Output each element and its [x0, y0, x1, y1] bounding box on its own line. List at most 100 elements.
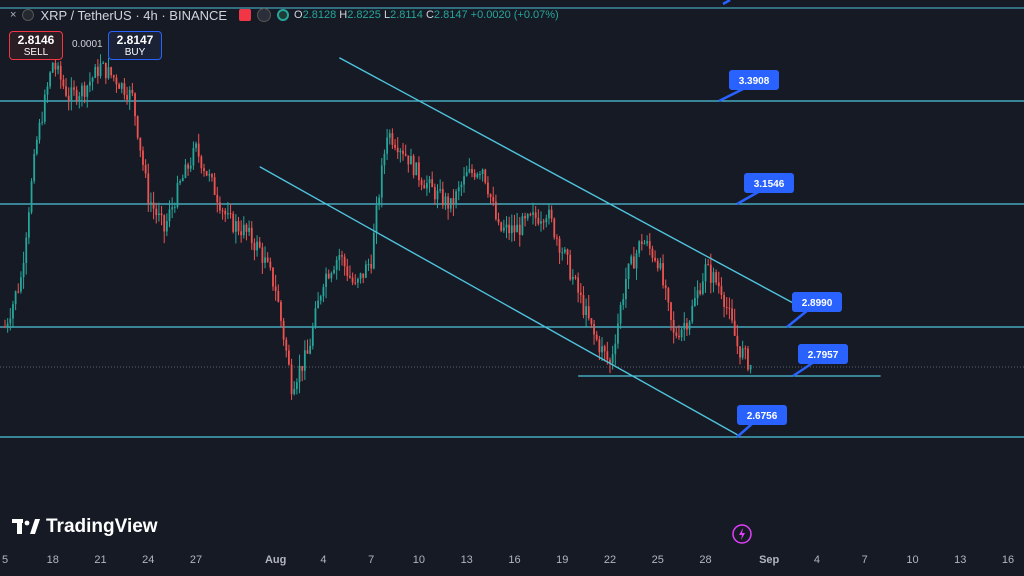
candle	[248, 220, 251, 236]
candle	[89, 72, 91, 93]
candle	[192, 141, 195, 170]
candle	[701, 273, 704, 296]
candle	[224, 208, 227, 222]
x-tick-label: 10	[906, 554, 918, 566]
candle	[460, 181, 463, 197]
candle	[208, 169, 211, 182]
brand-name: TradingView	[46, 516, 158, 537]
candle	[654, 250, 656, 263]
candle	[577, 272, 580, 303]
candle	[619, 301, 622, 329]
chart-header: × XRP / TetherUS · 4h · BINANCE	[10, 6, 290, 24]
candle	[388, 129, 391, 145]
x-tick-label: 5	[2, 554, 8, 566]
level-tag-label: 3.1546	[754, 179, 785, 190]
candle	[309, 338, 312, 355]
candle	[556, 234, 558, 246]
candle	[463, 167, 465, 193]
candle	[43, 89, 46, 125]
candle	[696, 280, 699, 306]
candle	[529, 212, 532, 217]
candle	[473, 169, 476, 180]
x-axis: 5 18 21 24 27 Aug 4 7 10 13 16 19 22 25 28 Sep 4 7 10 13 16	[2, 554, 1014, 566]
low-label: L	[383, 9, 391, 21]
candle	[367, 258, 370, 272]
candle	[65, 78, 67, 98]
candle	[492, 186, 495, 207]
open-value: 2.8128	[302, 9, 337, 21]
x-tick-label: 25	[652, 554, 664, 566]
candle	[412, 153, 415, 179]
candle	[609, 357, 611, 374]
level-tag[interactable]: 3.1546	[736, 173, 794, 206]
candle	[51, 61, 54, 74]
candle	[59, 61, 62, 89]
candle	[83, 81, 86, 104]
candle	[537, 209, 540, 226]
candle	[38, 118, 41, 144]
candle	[686, 318, 688, 336]
level-tag[interactable]: 2.8990	[786, 292, 842, 328]
candle	[362, 273, 365, 284]
candle	[375, 196, 378, 245]
x-tick-label: 4	[814, 554, 820, 566]
candle	[314, 301, 317, 329]
level-tag[interactable]: 2.6756	[736, 405, 787, 438]
candle	[590, 318, 593, 329]
candle	[237, 216, 240, 236]
candle	[229, 203, 232, 219]
candle	[327, 269, 330, 280]
candle	[648, 233, 651, 256]
level-tag[interactable]: 3.3908	[718, 70, 779, 103]
candle	[670, 301, 672, 331]
candle	[739, 346, 741, 365]
candle	[614, 334, 617, 366]
trendline[interactable]	[259, 166, 738, 436]
candle	[203, 163, 205, 177]
candle	[534, 205, 537, 227]
candle	[394, 139, 396, 151]
candle	[449, 198, 452, 213]
candle	[733, 308, 736, 337]
candle	[418, 156, 420, 187]
candle	[216, 186, 219, 213]
lightning-icon[interactable]	[731, 523, 753, 545]
collapse-icon[interactable]: ×	[10, 9, 17, 21]
symbol-title[interactable]: XRP / TetherUS · 4h · BINANCE	[40, 7, 228, 23]
candle	[444, 192, 447, 210]
trendline[interactable]	[339, 57, 802, 308]
candle	[94, 63, 97, 79]
sell-button[interactable]: 2.8146 SELL	[9, 31, 63, 60]
level-tag-label: 2.7957	[808, 350, 839, 361]
candle	[611, 345, 614, 370]
candle	[102, 61, 105, 65]
candle	[595, 331, 598, 342]
buy-button[interactable]: 2.8147 BUY	[108, 31, 162, 60]
candle	[502, 219, 505, 233]
candle	[582, 286, 585, 319]
eye-icon[interactable]	[257, 8, 272, 22]
tradingview-logo: TradingView	[12, 516, 158, 538]
x-tick-label: 16	[1002, 554, 1014, 566]
candle	[447, 193, 450, 220]
x-tick-label: 7	[368, 554, 374, 566]
candle	[75, 86, 78, 105]
candle	[487, 176, 489, 198]
candle	[563, 246, 566, 255]
candle	[465, 165, 468, 177]
candle	[104, 62, 107, 84]
candle	[232, 211, 235, 234]
candle	[569, 249, 572, 281]
candle	[293, 381, 296, 396]
symbol-logo-icon	[22, 9, 35, 21]
candle	[163, 214, 166, 244]
candles	[4, 54, 752, 400]
high-label: H	[339, 9, 348, 21]
level-tag[interactable]: 2.7957	[792, 344, 848, 378]
candle	[343, 253, 346, 276]
candle	[62, 74, 65, 90]
candle	[749, 364, 752, 374]
candle	[41, 111, 44, 126]
candle	[22, 251, 25, 289]
